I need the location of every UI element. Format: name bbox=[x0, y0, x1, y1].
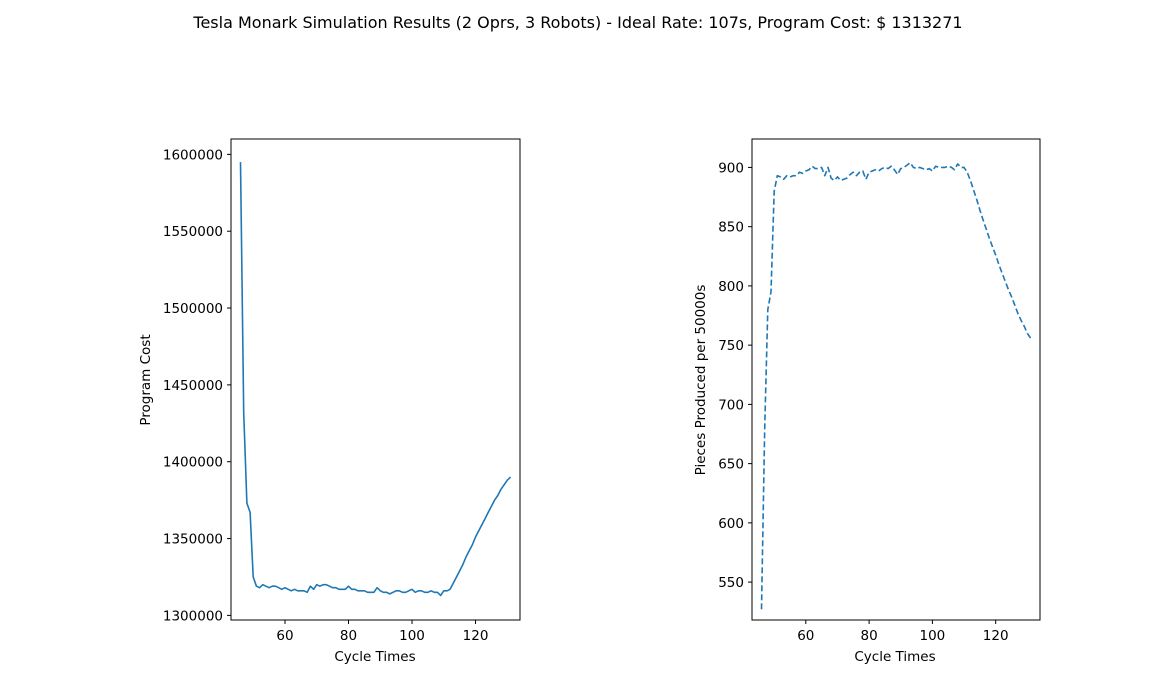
cost-chart-frame bbox=[230, 138, 521, 621]
pieces-chart-y-tick-label: 700 bbox=[718, 397, 744, 413]
cost-chart-x-tick-label: 60 bbox=[276, 628, 293, 644]
cost-chart-y-tick-label: 1400000 bbox=[163, 455, 223, 471]
cost-chart-marks: 60 80 100 120 1300000 1350000 1400000 1450000 15… bbox=[163, 147, 512, 644]
pieces-chart-y-tick-label: 800 bbox=[718, 279, 744, 295]
pieces-chart: 60 80 100 120 550 600 650 700 750 800 850 900 Cycle… bbox=[693, 138, 1041, 665]
pieces-chart-y-tick-label: 900 bbox=[718, 160, 744, 176]
cost-chart-y-tick-label: 1350000 bbox=[163, 532, 223, 548]
cost-chart-x-tick-label: 120 bbox=[463, 628, 489, 644]
cost-chart-y-tick-label: 1300000 bbox=[163, 608, 223, 624]
cost-chart: 60 80 100 120 1300000 1350000 1400000 1450000 15… bbox=[138, 138, 521, 665]
pieces-chart-series-line bbox=[760, 161, 1032, 610]
cost-chart-y-label: Program Cost bbox=[138, 334, 154, 425]
pieces-chart-x-tick-label: 100 bbox=[920, 628, 946, 644]
cost-chart-x-tick-label: 100 bbox=[399, 628, 425, 644]
pieces-chart-y-label: Pieces Produced per 50000s bbox=[693, 285, 709, 476]
cost-chart-y-tick-label: 1550000 bbox=[163, 224, 223, 240]
pieces-chart-x-tick-label: 120 bbox=[983, 628, 1009, 644]
pieces-chart-y-tick-label: 750 bbox=[718, 338, 744, 354]
pieces-chart-y-tick-label: 550 bbox=[718, 575, 744, 591]
cost-chart-series-line bbox=[239, 162, 512, 597]
pieces-chart-y-tick-label: 650 bbox=[718, 457, 744, 473]
pieces-chart-frame bbox=[751, 138, 1041, 621]
pieces-chart-y-tick-label: 600 bbox=[718, 516, 744, 532]
figure-title: Tesla Monark Simulation Results (2 Oprs,… bbox=[192, 13, 962, 32]
cost-chart-x-label: Cycle Times bbox=[334, 649, 415, 665]
cost-chart-y-tick-label: 1450000 bbox=[163, 378, 223, 394]
cost-chart-y-tick-label: 1500000 bbox=[163, 301, 223, 317]
pieces-chart-x-tick-label: 60 bbox=[797, 628, 814, 644]
cost-chart-x-tick-label: 80 bbox=[340, 628, 357, 644]
pieces-chart-x-tick-label: 80 bbox=[861, 628, 878, 644]
pieces-chart-x-label: Cycle Times bbox=[854, 649, 935, 665]
cost-chart-y-tick-label: 1600000 bbox=[163, 147, 223, 163]
pieces-chart-y-tick-label: 850 bbox=[718, 220, 744, 236]
pieces-chart-marks: 60 80 100 120 550 600 650 700 750 800 850 900 bbox=[718, 160, 1032, 644]
